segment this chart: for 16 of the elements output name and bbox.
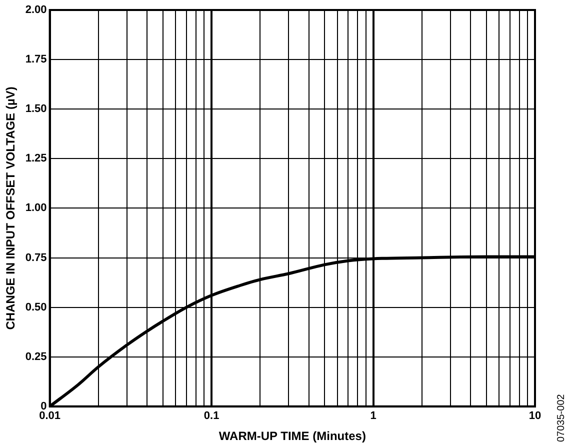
y-tick-label: 1.75 <box>25 54 47 66</box>
y-tick-label: 0.50 <box>25 301 47 314</box>
text: 07035-002 <box>556 394 567 442</box>
x-tick-label: 0.01 <box>39 410 61 422</box>
y-tick-label: 1.50 <box>25 103 47 116</box>
y-axis-title: CHANGE IN INPUT OFFSET VOLTAGE (µV) <box>4 86 18 330</box>
y-tick-label: 0.75 <box>25 252 47 264</box>
y-tick-label: 0 <box>40 400 47 412</box>
x-tick-label: 1 <box>370 410 376 422</box>
x-tick-label: 0.1 <box>204 410 220 422</box>
y-tick-label: 1.00 <box>25 202 47 214</box>
y-tick-label: 1.25 <box>25 152 47 165</box>
y-tick-label: 0.25 <box>25 350 47 363</box>
x-tick-label: 10 <box>528 410 542 422</box>
x-axis-title: WARM-UP TIME (Minutes) <box>218 429 366 444</box>
y-tick-label: 2.00 <box>25 4 47 16</box>
